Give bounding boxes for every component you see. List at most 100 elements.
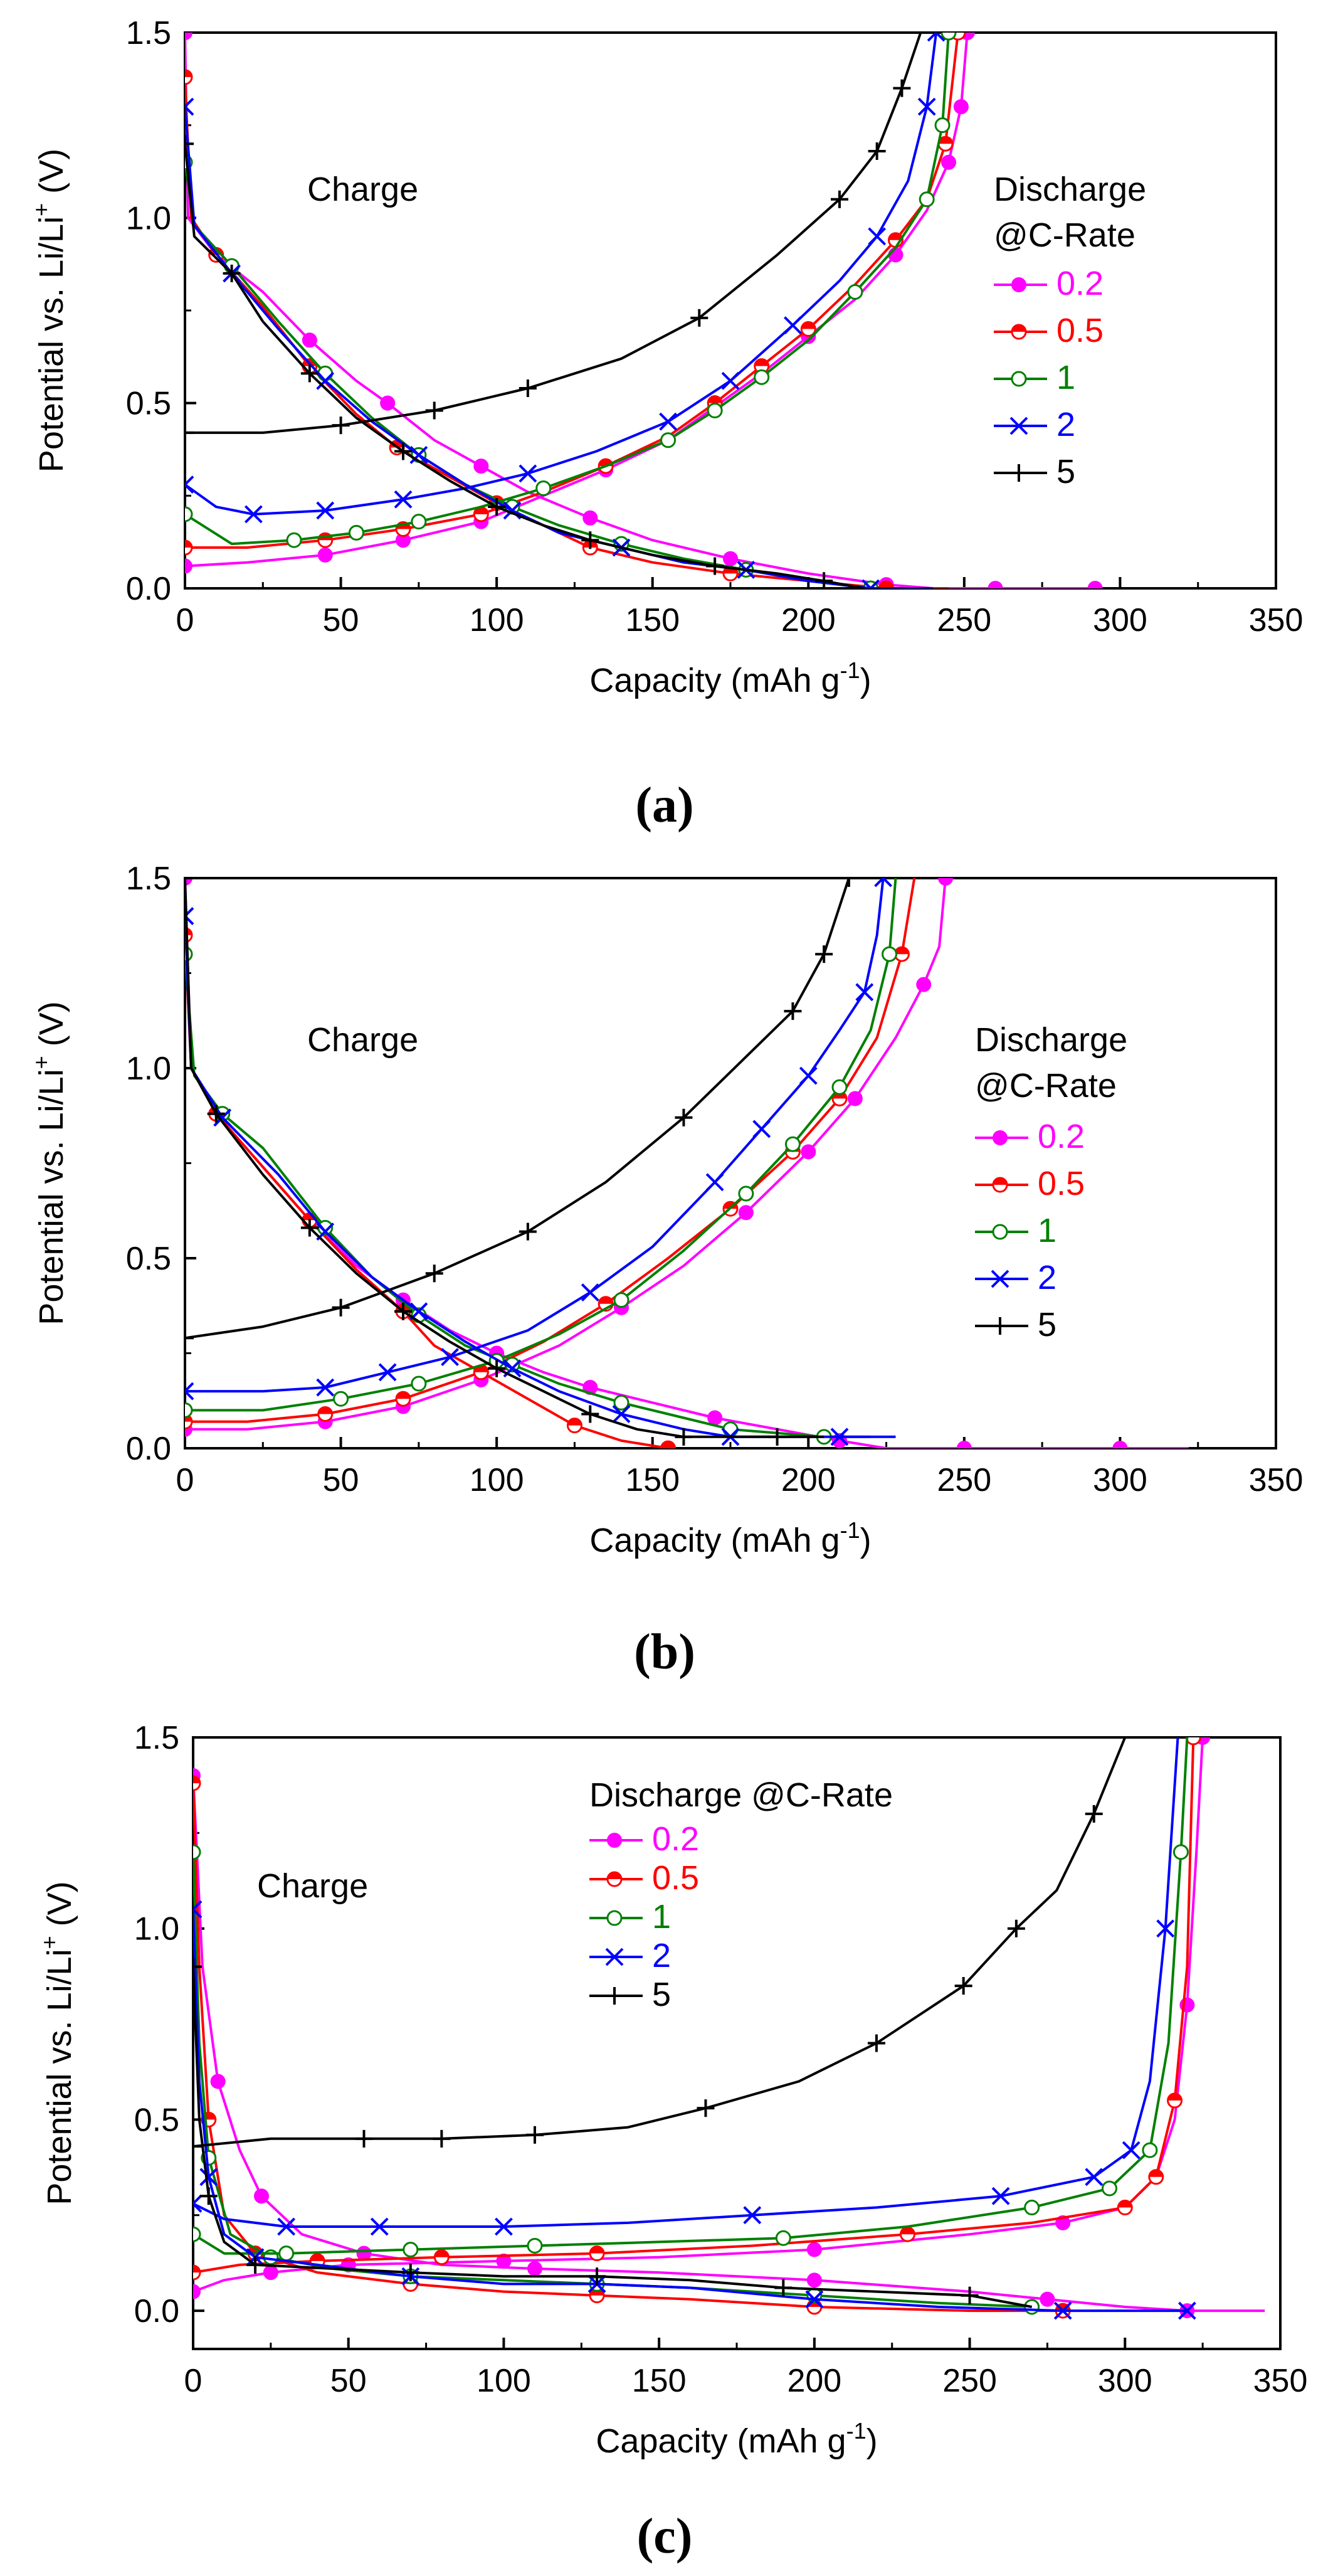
legend-item-1: 1 <box>975 1212 1056 1249</box>
charge-marker-stroke-b <box>927 33 938 42</box>
charge-marker <box>868 227 887 246</box>
discharge-marker-stroke-b <box>316 371 335 390</box>
charge-marker-fill <box>396 1392 410 1399</box>
legend-marker <box>606 1910 623 1926</box>
charge-marker <box>721 371 740 390</box>
charge-marker <box>888 247 903 263</box>
discharge-marker <box>830 1428 849 1446</box>
x-axis-label: Capacity (mAh g-1) <box>589 657 871 699</box>
discharge-marker <box>774 2279 793 2297</box>
charge-marker <box>847 284 863 300</box>
charge-marker-fill <box>1167 2093 1182 2101</box>
charge-marker <box>316 1378 335 1397</box>
discharge-curve-5 <box>193 1966 1033 2308</box>
charge-marker <box>193 2264 201 2281</box>
charge-marker <box>286 532 302 548</box>
legend-title: @C-Rate <box>994 216 1135 254</box>
discharge-marker <box>253 2188 269 2204</box>
y-tick-label: 1.0 <box>134 1911 179 1948</box>
charge-marker-fill <box>1118 2200 1132 2208</box>
discharge-marker <box>1087 581 1103 588</box>
discharge-marker <box>300 1219 319 1237</box>
discharge-marker <box>660 1440 677 1448</box>
charge-curve-0-2 <box>185 878 947 1431</box>
series-1 <box>185 33 957 588</box>
discharge-marker <box>199 2187 218 2205</box>
charge-marker-fill <box>1149 2170 1163 2177</box>
charge-marker <box>815 945 833 963</box>
chart-panel-0: 0 50 100 150 200 250 300 350 0.0 0.5 1.0 1.5 Capacit… <box>28 15 1303 833</box>
legend-label: 0.2 <box>652 1820 699 1858</box>
legend-item-0-2: 0.2 <box>975 1118 1085 1155</box>
charge-marker <box>899 2226 915 2242</box>
charge-marker <box>473 506 489 522</box>
charge-marker <box>799 1066 818 1085</box>
legend-marker-stroke-b <box>1009 416 1028 435</box>
discharge-marker-stroke-b <box>868 579 880 588</box>
legend-label: 0.5 <box>1038 1165 1085 1202</box>
charge-marker <box>847 1091 863 1106</box>
charge-curve-2 <box>185 878 885 1393</box>
charge-curve-2 <box>193 1737 1179 2228</box>
discharge-curve-0-5 <box>185 935 668 1448</box>
x-tick-label: 50 <box>323 1462 359 1498</box>
legend-item-2: 2 <box>994 406 1075 443</box>
charge-marker-fill <box>599 1296 613 1304</box>
discharge-marker <box>588 2267 606 2286</box>
legend-marker <box>1009 416 1028 435</box>
discharge-marker <box>581 1405 599 1423</box>
discharge-marker <box>185 878 194 887</box>
discharge-marker <box>707 1410 723 1426</box>
discharge-curve-2 <box>185 916 896 1438</box>
charge-marker <box>940 33 957 41</box>
legend-item-5: 5 <box>589 1976 671 2013</box>
chart-panel-1: 0 50 100 150 200 250 300 350 0.0 0.5 1.0 1.5 Capacit… <box>28 861 1303 1680</box>
discharge-marker-fill <box>879 581 893 588</box>
charge-marker-fill <box>318 1407 332 1414</box>
charge-marker <box>244 505 263 524</box>
charge-marker-stroke-b <box>316 1378 335 1397</box>
discharge-marker <box>473 458 489 474</box>
charge-marker <box>916 977 932 992</box>
discharge-marker <box>768 1428 786 1446</box>
discharge-marker <box>401 2264 419 2282</box>
discharge-marker <box>1053 2301 1072 2320</box>
charge-marker <box>675 1108 693 1126</box>
discharge-marker <box>1112 1441 1128 1448</box>
charge-marker-stroke-b <box>193 2195 203 2206</box>
charge-marker <box>395 1391 411 1407</box>
legend-marker <box>992 1224 1008 1240</box>
charge-marker <box>738 1205 754 1221</box>
charge-marker <box>317 547 333 563</box>
panel-caption: (b) <box>634 1625 695 1680</box>
charge-marker <box>278 2245 295 2262</box>
charge-marker <box>185 1329 194 1347</box>
discharge-marker <box>193 1844 201 1860</box>
charge-marker-fill <box>939 137 953 144</box>
discharge-marker-stroke-b <box>213 1108 232 1127</box>
charge-marker <box>185 1414 193 1430</box>
discharge-marker-stroke-a <box>185 914 194 926</box>
charge-marker <box>659 412 677 431</box>
discharge-marker <box>815 572 833 588</box>
charge-marker-fill <box>474 507 488 514</box>
legend-label: 0.5 <box>652 1859 699 1897</box>
charge-marker <box>1007 1919 1025 1937</box>
charge-marker <box>660 432 677 448</box>
discharge-marker-stroke-b <box>409 445 428 464</box>
charge-marker <box>394 490 413 509</box>
charge-marker-stroke-a <box>193 2202 203 2213</box>
charge-curve-1 <box>193 1737 1189 2255</box>
charge-marker <box>193 2195 203 2213</box>
charge-marker-stroke-b <box>316 501 335 520</box>
charge-marker <box>496 2253 512 2269</box>
charge-marker-stroke-b <box>1085 2168 1104 2186</box>
series-0-5 <box>193 1737 1201 2319</box>
y-tick-label: 1.5 <box>126 15 171 51</box>
charge-curve-5 <box>185 33 922 434</box>
charge-curve-0-5 <box>185 878 916 1423</box>
charge-marker <box>425 401 443 420</box>
charge-marker <box>867 2034 885 2052</box>
charge-marker <box>355 2129 373 2148</box>
x-tick-label: 250 <box>937 1462 991 1498</box>
